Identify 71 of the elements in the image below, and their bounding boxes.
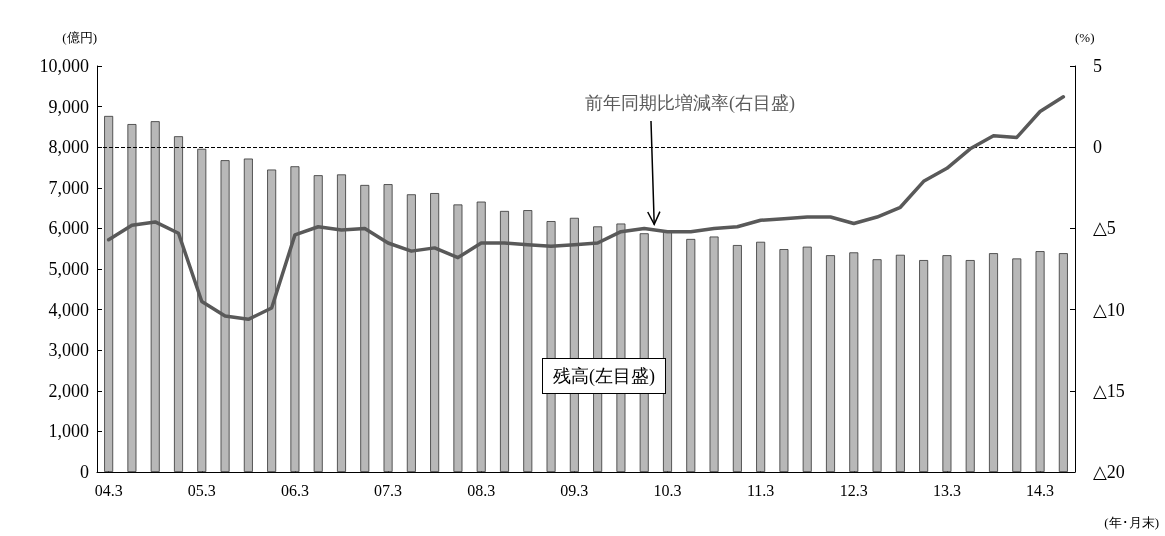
bar <box>337 174 346 472</box>
y2-tick-label: △5 <box>1093 218 1116 239</box>
bar <box>360 184 370 472</box>
bar <box>732 245 742 472</box>
bar <box>779 249 789 472</box>
y2-tick-label: △10 <box>1093 299 1125 320</box>
bar <box>267 169 277 472</box>
bar <box>756 241 766 472</box>
y2-tick-label: 0 <box>1093 137 1102 158</box>
bar <box>290 166 300 472</box>
bar <box>406 194 416 472</box>
x-tick-label: 14.3 <box>1026 481 1055 499</box>
text: 前年同期比増減率(右目盛) <box>585 93 795 114</box>
bar <box>942 255 952 472</box>
y2-tick-label: △20 <box>1093 462 1125 482</box>
bar <box>127 124 137 472</box>
bar <box>453 204 463 472</box>
y-tick-label: 2,000 <box>48 380 89 401</box>
bar <box>872 259 882 472</box>
bar <box>150 121 160 472</box>
bar <box>243 158 253 472</box>
x-tick-label: 10.3 <box>653 481 682 499</box>
x-tick-label: 12.3 <box>839 481 868 499</box>
y-tick-label: 10,000 <box>39 56 89 76</box>
y-tick-label: 7,000 <box>48 177 89 198</box>
y-axis-title: (億円) <box>62 30 97 45</box>
bar <box>663 231 672 472</box>
y-tick-label: 6,000 <box>48 218 89 239</box>
bar <box>686 238 696 472</box>
x-tick-label: 04.3 <box>94 481 123 499</box>
y-tick-label: 4,000 <box>48 299 89 320</box>
y2-tick-label: 5 <box>1093 56 1102 76</box>
x-tick-label: 09.3 <box>560 481 589 499</box>
bar <box>989 253 998 472</box>
bar <box>895 254 905 472</box>
x-tick-label: 08.3 <box>467 481 496 499</box>
x-tick-label: 11.3 <box>746 481 775 499</box>
y2-axis-title: (%) <box>1075 30 1095 45</box>
bar <box>104 115 114 472</box>
y-tick-label: 1,000 <box>48 421 89 442</box>
bar <box>1012 258 1022 472</box>
y-tick-label: 5,000 <box>48 259 89 279</box>
bar <box>523 210 533 472</box>
series-label: 残高(左目盛) <box>553 366 655 387</box>
y-tick-label: 0 <box>80 462 89 482</box>
bar <box>174 136 183 472</box>
x-tick-label: 07.3 <box>374 481 403 499</box>
bar <box>1035 251 1045 472</box>
bar <box>826 255 835 472</box>
x-tick-label: 05.3 <box>187 481 216 499</box>
bar <box>849 252 859 472</box>
bar <box>430 193 440 472</box>
bar <box>476 201 486 472</box>
y2-tick-label: △15 <box>1093 380 1125 401</box>
y-tick-label: 9,000 <box>48 96 89 117</box>
bar <box>965 260 975 472</box>
bar <box>500 210 509 472</box>
x-tick-label: 13.3 <box>932 481 961 499</box>
x-tick-label: 06.3 <box>280 481 309 499</box>
bar <box>919 260 929 472</box>
bar <box>383 184 393 472</box>
y-tick-label: 3,000 <box>48 340 89 361</box>
line-series <box>106 95 1066 322</box>
bar <box>802 246 812 472</box>
y-tick-label: 8,000 <box>48 137 89 158</box>
bar <box>709 236 719 472</box>
bar <box>1058 253 1068 472</box>
bar <box>313 175 323 472</box>
x-axis-title: (年･月末) <box>1104 514 1159 530</box>
bar <box>220 160 230 472</box>
bar <box>197 148 207 472</box>
